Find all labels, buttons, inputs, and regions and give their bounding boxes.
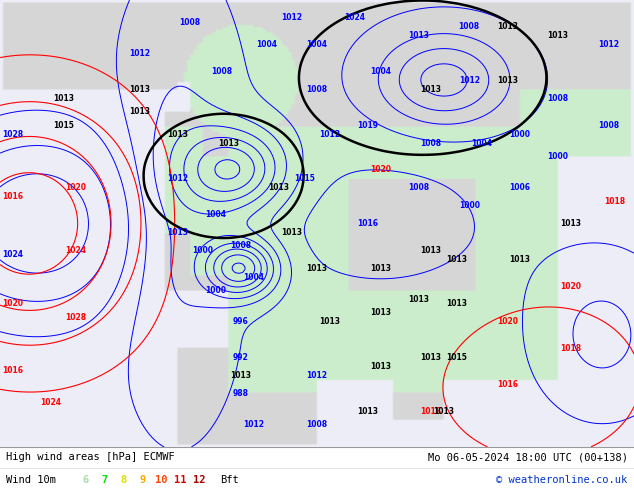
Text: 1004: 1004 (370, 67, 391, 76)
Text: 1008: 1008 (408, 183, 429, 192)
Text: 1012: 1012 (129, 49, 150, 58)
Text: 1012: 1012 (306, 371, 328, 380)
Text: 1008: 1008 (306, 420, 328, 429)
Text: 1012: 1012 (243, 420, 264, 429)
Text: 1012: 1012 (319, 129, 340, 139)
Text: 1008: 1008 (230, 241, 252, 250)
Text: 1008: 1008 (211, 67, 233, 76)
Text: 1004: 1004 (205, 210, 226, 219)
Text: 996: 996 (233, 317, 249, 326)
Text: 1013: 1013 (433, 407, 455, 416)
Text: 1004: 1004 (243, 272, 264, 282)
Text: 1013: 1013 (129, 85, 150, 94)
Text: 1012: 1012 (458, 76, 480, 85)
Text: 1028: 1028 (2, 129, 23, 139)
Text: 1020: 1020 (65, 183, 87, 192)
Text: 1000: 1000 (509, 129, 531, 139)
Text: 1013: 1013 (370, 264, 391, 272)
Text: 6: 6 (82, 475, 89, 485)
Text: 1019: 1019 (357, 121, 378, 130)
Text: 1020: 1020 (496, 317, 518, 326)
Text: 1013: 1013 (496, 76, 518, 85)
Text: 1013: 1013 (230, 371, 252, 380)
Text: 1013: 1013 (268, 183, 290, 192)
Text: 1013: 1013 (370, 308, 391, 318)
Text: 1024: 1024 (65, 246, 87, 255)
Text: 1004: 1004 (471, 139, 493, 147)
Text: 1013: 1013 (357, 407, 378, 416)
Text: 1013: 1013 (408, 31, 429, 40)
Text: 1000: 1000 (458, 201, 480, 210)
Text: 1013: 1013 (496, 23, 518, 31)
Text: 1000: 1000 (547, 152, 569, 161)
Text: 988: 988 (233, 389, 249, 398)
Text: Bft: Bft (220, 475, 239, 485)
Text: 1008: 1008 (306, 85, 328, 94)
Text: 7: 7 (101, 475, 108, 485)
Text: Mo 06-05-2024 18:00 UTC (00+138): Mo 06-05-2024 18:00 UTC (00+138) (428, 452, 628, 462)
Text: 1013: 1013 (217, 139, 239, 147)
Text: 1006: 1006 (509, 183, 531, 192)
Text: 9: 9 (139, 475, 146, 485)
Text: 1024: 1024 (344, 13, 366, 23)
Text: 11: 11 (174, 475, 187, 485)
Text: 1020: 1020 (2, 299, 23, 308)
Text: 1013: 1013 (319, 317, 340, 326)
Text: 1013: 1013 (408, 295, 429, 304)
Text: 1013: 1013 (129, 107, 150, 116)
Text: 1015: 1015 (294, 174, 314, 183)
Text: 1004: 1004 (306, 40, 328, 49)
Text: 1008: 1008 (458, 23, 480, 31)
Text: 1016: 1016 (2, 367, 23, 375)
Text: 1020: 1020 (560, 281, 581, 291)
Text: 1008: 1008 (179, 18, 201, 27)
Text: 1024: 1024 (40, 398, 61, 407)
Text: 1016: 1016 (496, 380, 518, 389)
Text: High wind areas [hPa] ECMWF: High wind areas [hPa] ECMWF (6, 452, 175, 462)
Text: 8: 8 (120, 475, 127, 485)
Text: 1013: 1013 (281, 228, 302, 237)
Text: 1013: 1013 (167, 228, 188, 237)
Text: 1013: 1013 (509, 255, 531, 264)
Text: 1020: 1020 (370, 165, 391, 174)
Text: 1024: 1024 (2, 250, 23, 259)
Text: 1016: 1016 (357, 219, 378, 228)
Text: 992: 992 (233, 353, 249, 362)
Text: 1013: 1013 (446, 299, 467, 308)
Text: 1012: 1012 (281, 13, 302, 23)
Text: 1018: 1018 (560, 344, 581, 353)
Text: 1008: 1008 (598, 121, 619, 130)
Text: 1012: 1012 (598, 40, 619, 49)
Text: 1013: 1013 (547, 31, 569, 40)
Text: 1013: 1013 (420, 353, 442, 362)
Text: 1013: 1013 (560, 219, 581, 228)
Text: 1015: 1015 (53, 121, 74, 130)
Text: 1016: 1016 (2, 192, 23, 201)
Text: 1008: 1008 (547, 94, 569, 103)
Text: 1012: 1012 (167, 174, 188, 183)
Text: 1013: 1013 (53, 94, 74, 103)
Text: 1000: 1000 (205, 286, 226, 295)
Text: 1013: 1013 (420, 246, 442, 255)
Text: 10: 10 (155, 475, 168, 485)
Text: 1013: 1013 (306, 264, 328, 272)
Text: 1013: 1013 (167, 129, 188, 139)
Text: Wind 10m: Wind 10m (6, 475, 56, 485)
Text: 1008: 1008 (420, 139, 442, 147)
Text: 1016: 1016 (420, 407, 442, 416)
Text: 1004: 1004 (256, 40, 277, 49)
Text: 1000: 1000 (192, 246, 214, 255)
Text: 1013: 1013 (446, 255, 467, 264)
Text: 12: 12 (193, 475, 206, 485)
Text: 1015: 1015 (446, 353, 467, 362)
Text: 1028: 1028 (65, 313, 87, 322)
Text: © weatheronline.co.uk: © weatheronline.co.uk (496, 475, 628, 485)
Text: 1013: 1013 (420, 85, 442, 94)
Text: 1018: 1018 (604, 196, 626, 206)
Text: 1013: 1013 (370, 362, 391, 371)
